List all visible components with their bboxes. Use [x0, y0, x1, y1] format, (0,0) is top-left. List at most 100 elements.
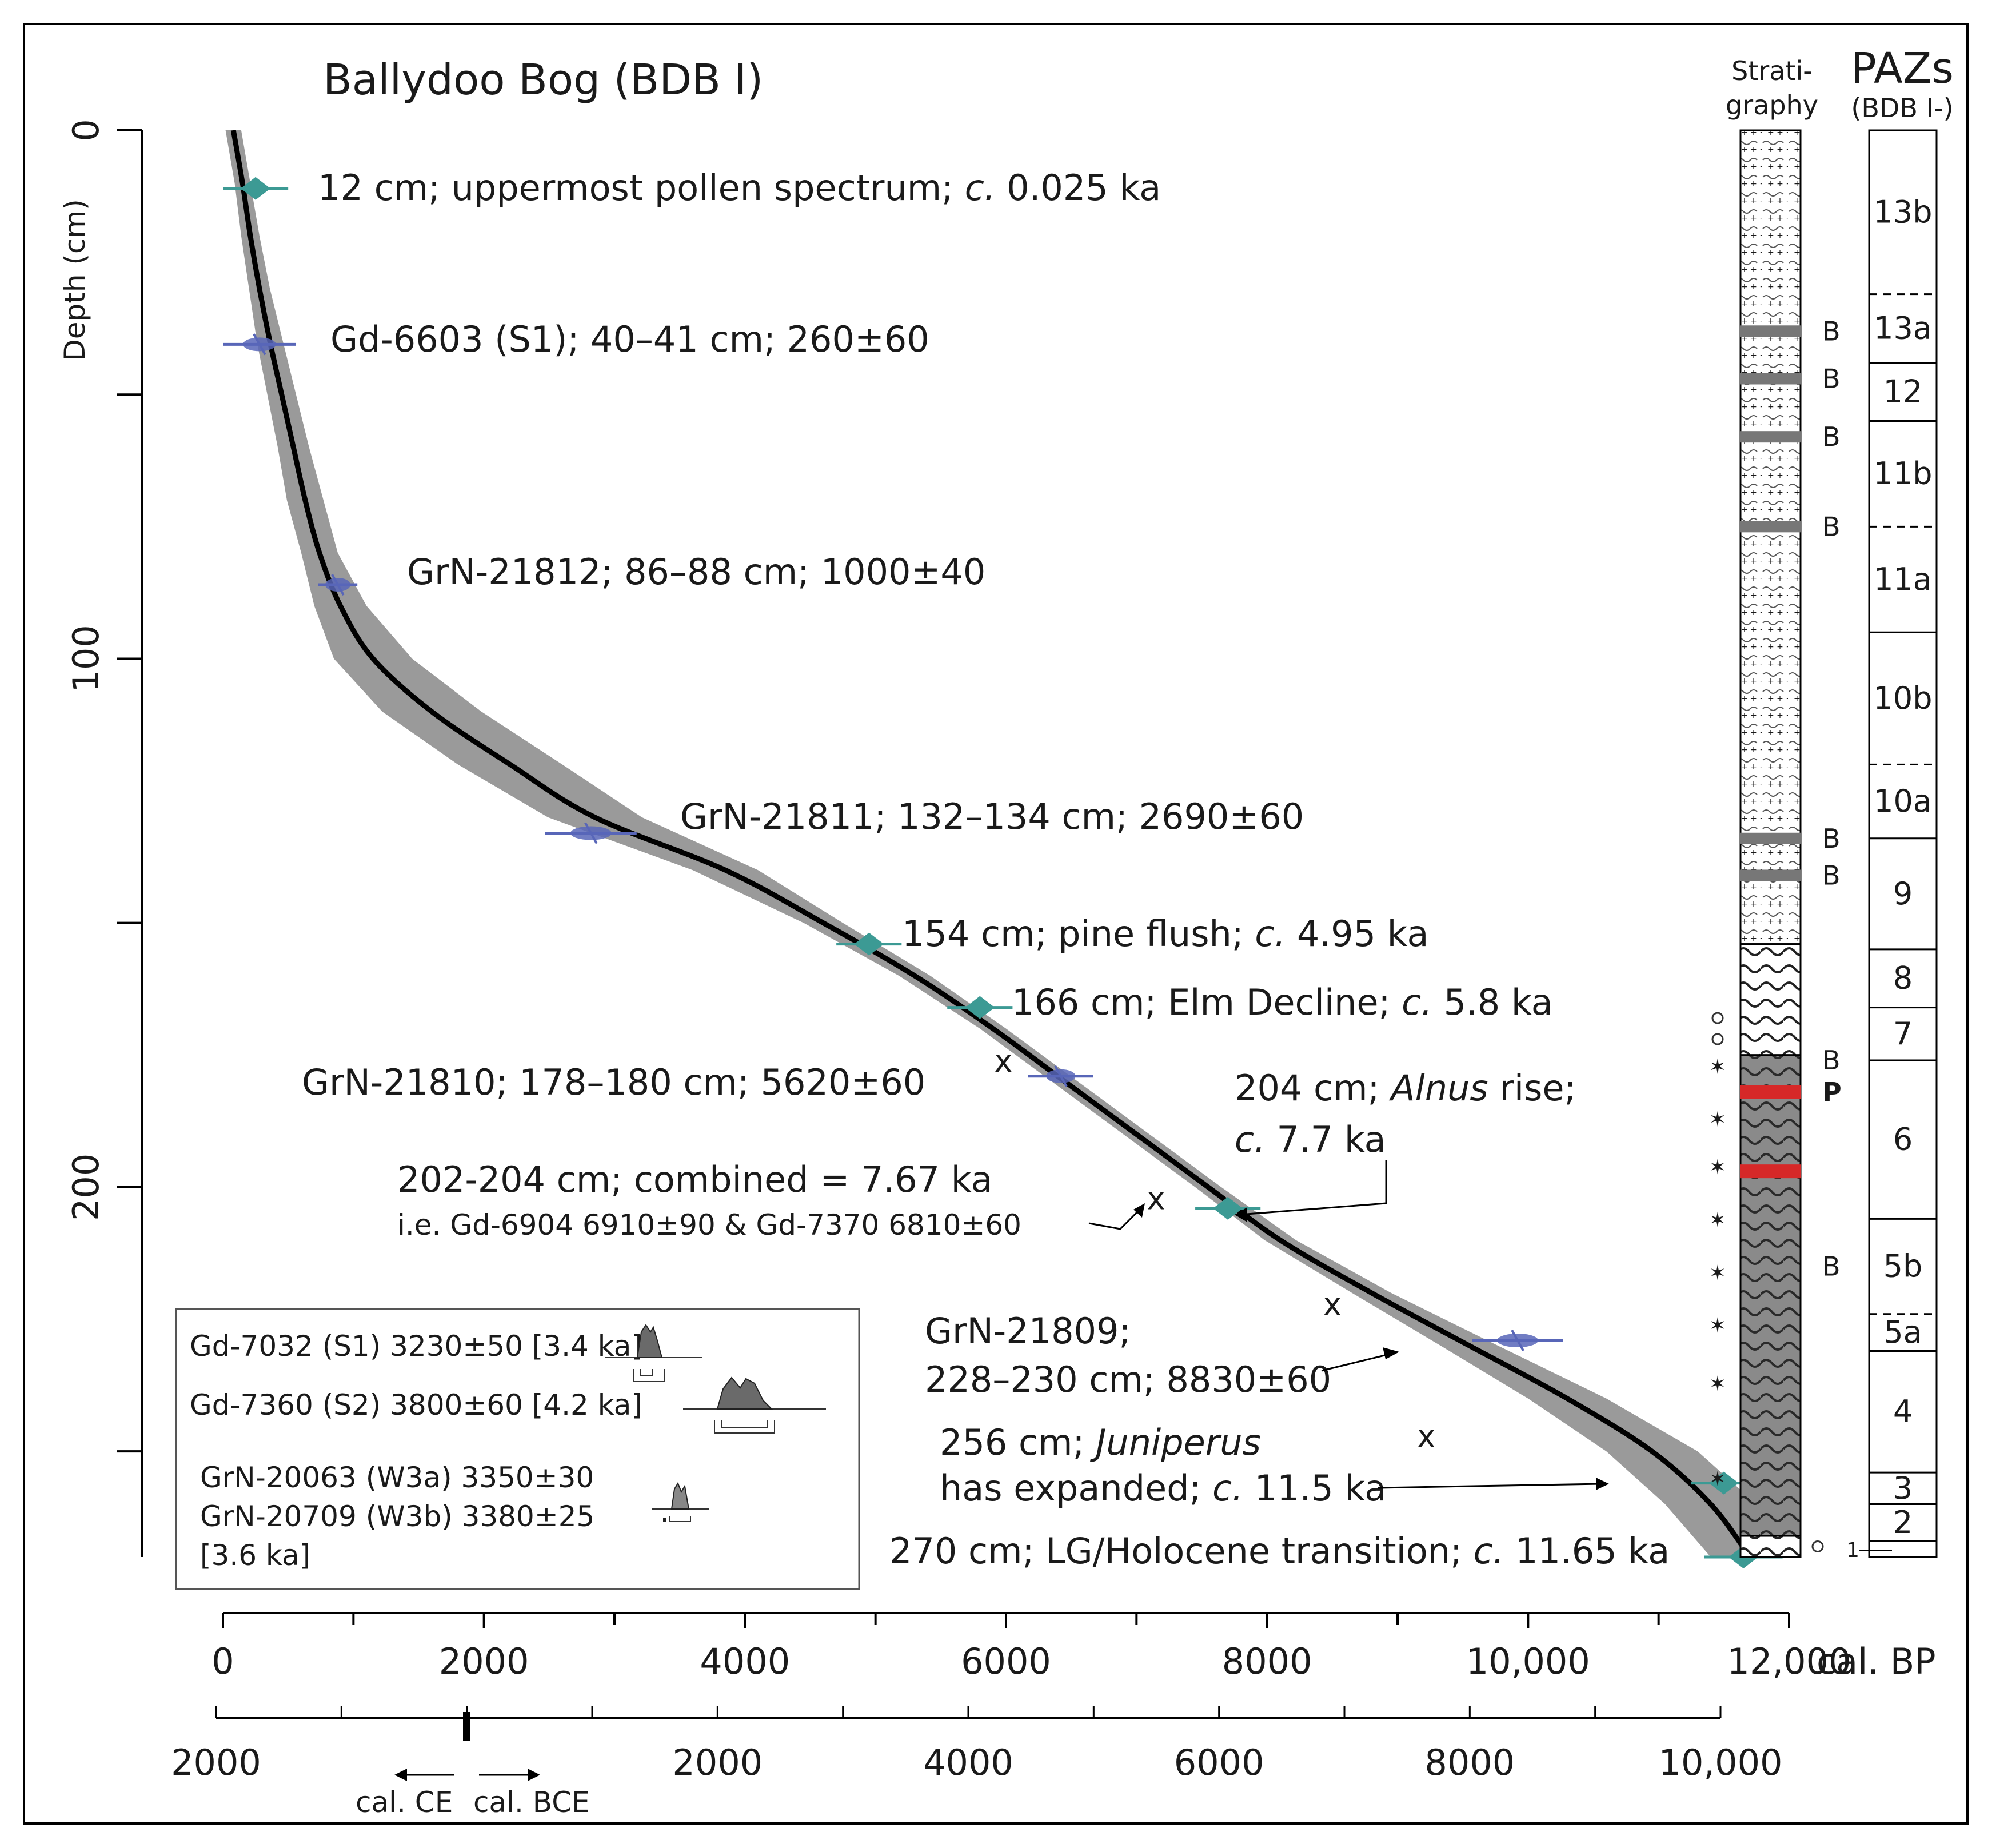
- label-grn21812: GrN-21812; 86–88 cm; 1000±40: [407, 551, 985, 593]
- strat-band-label-3: B: [1822, 511, 1841, 542]
- date-marker-3: [545, 822, 637, 844]
- strat-circle-0: [1711, 1012, 1724, 1024]
- paz-header-1: PAZs: [1851, 44, 1954, 93]
- y-tick-label-100: 100: [65, 625, 107, 692]
- strat-unit-dark-peat: [1739, 1054, 1802, 1537]
- inset-row-4: [3.6 ka]: [200, 1539, 310, 1572]
- juniperus-arrowhead: [1596, 1478, 1609, 1490]
- date-marker-4: [836, 932, 902, 956]
- x-tick-label-12000: 12,000: [1727, 1641, 1851, 1682]
- stratigraphy-header-1: Strati-: [1731, 55, 1813, 86]
- strat-unit-light-peat: [1739, 129, 1802, 945]
- stratigraphy-header-2: graphy: [1726, 90, 1818, 121]
- chart-title: Ballydoo Bog (BDB I): [323, 55, 763, 105]
- strat-red-layer-8: [1740, 1164, 1801, 1179]
- date-marker-8: [1472, 1330, 1563, 1351]
- bce-arrowhead: [528, 1769, 540, 1781]
- paz-label-10: 6: [1893, 1121, 1913, 1158]
- date-marker-0: [223, 177, 289, 200]
- paz-label-12: 5a: [1883, 1314, 1922, 1350]
- label-juniperus-line1: 256 cm; Juniperus: [940, 1422, 1261, 1463]
- label-alnus-line2: c. 7.7 ka: [1235, 1119, 1386, 1160]
- label-alnus-line1: 204 cm; Alnus rise;: [1235, 1067, 1576, 1109]
- strat-star-4: ✶: [1709, 1262, 1726, 1285]
- x2-tick-label-4000: 2000: [672, 1742, 763, 1783]
- strat-star-3: ✶: [1709, 1208, 1726, 1232]
- strat-star-6: ✶: [1709, 1372, 1726, 1396]
- strat-unit-base: [1739, 1535, 1802, 1558]
- age-depth-curve: [230, 130, 1753, 1559]
- label-grn21810: GrN-21810; 178–180 cm; 5620±60: [302, 1061, 925, 1103]
- alnus-arrow: [1239, 1160, 1387, 1216]
- strat-band-label-9: B: [1822, 1251, 1841, 1282]
- paz-label-4: 11a: [1874, 561, 1932, 597]
- strat-band-label-2: B: [1822, 421, 1841, 452]
- strat-band-label-6: B: [1822, 1045, 1841, 1076]
- label-grn21811: GrN-21811; 132–134 cm; 2690±60: [680, 796, 1304, 837]
- strat-star-0: ✶: [1709, 1055, 1726, 1079]
- paz-label-14: 3: [1893, 1470, 1913, 1506]
- y-tick-label-0: 0: [65, 119, 107, 141]
- date-marker-diamond-7: [1213, 1196, 1243, 1220]
- date-marker-diamond-0: [241, 177, 271, 200]
- ce-bce-divider: [463, 1712, 470, 1741]
- label-pine-flush: 154 cm; pine flush; c. 4.95 ka: [902, 913, 1428, 955]
- strat-circle-2: [1811, 1540, 1824, 1553]
- label-combined-line1: 202-204 cm; combined = 7.67 ka: [397, 1159, 993, 1200]
- label-combined-line2: i.e. Gd-6904 6910±90 & Gd-7370 6810±60: [397, 1208, 1021, 1242]
- strat-unit-wavy: [1739, 943, 1802, 1056]
- inset-calibration-plot-2: [683, 1376, 826, 1434]
- strat-band-label-7: P: [1822, 1076, 1842, 1107]
- strat-band-label-4: B: [1822, 823, 1841, 854]
- strat-band-label-5: B: [1822, 860, 1841, 891]
- paz-label-11: 5b: [1883, 1248, 1923, 1284]
- strat-star-7: ✶: [1709, 1467, 1726, 1491]
- strat-star-1: ✶: [1709, 1108, 1726, 1132]
- x-tick-label-2000: 2000: [439, 1641, 529, 1682]
- date-marker-2: [318, 574, 358, 596]
- strat-band-1: [1740, 373, 1801, 385]
- alnus-arrowhead: [1235, 1207, 1247, 1222]
- strat-red-layer-7: [1740, 1085, 1801, 1099]
- inset-row-1: Gd-7360 (S2) 3800±60 [4.2 ka]: [190, 1388, 642, 1422]
- x2-tick-label-10000: 8000: [1424, 1742, 1515, 1783]
- outlier-mark-1: x: [1147, 1180, 1165, 1216]
- x2-tick-label-0: 2000: [171, 1742, 261, 1783]
- label-gd6603: Gd-6603 (S1); 40–41 cm; 260±60: [330, 318, 929, 360]
- strat-band-4: [1740, 832, 1801, 844]
- paz-label-0: 13b: [1874, 194, 1933, 230]
- paz-label-16: 1: [1846, 1539, 1859, 1562]
- outlier-mark-2: x: [1323, 1286, 1342, 1322]
- x-tick-label-6000: 6000: [961, 1641, 1051, 1682]
- paz-label-2: 12: [1883, 374, 1923, 410]
- label-grn21809-line1: GrN-21809;: [925, 1310, 1131, 1352]
- grn21809-arrow: [1321, 1352, 1392, 1372]
- date-marker-tick-6: [1054, 1065, 1068, 1087]
- paz-label-6: 10a: [1874, 783, 1932, 819]
- paz-label-8: 8: [1893, 960, 1913, 996]
- y-tick-label-200: 200: [65, 1153, 107, 1221]
- date-marker-tick-8: [1511, 1330, 1524, 1351]
- paz-header-2: (BDB I-): [1851, 93, 1953, 123]
- x2-tick-label-6000: 4000: [923, 1742, 1013, 1783]
- outlier-mark-3: x: [1417, 1418, 1435, 1454]
- paz-column: 13b 13a 12 11b 11a 10b 10a 9 8 7 6 5b 5a 4 32 1: [1846, 129, 1938, 1562]
- strat-circle-1: [1711, 1033, 1724, 1045]
- paz-label-1: 13a: [1874, 310, 1932, 346]
- date-marker-tick-1: [253, 333, 266, 356]
- label-lg-holocene: 270 cm; LG/Holocene transition; c. 11.65…: [889, 1530, 1670, 1572]
- x-tick-label-10000: 10,000: [1466, 1641, 1590, 1682]
- figure-frame: [23, 23, 1969, 1825]
- inset-box: Gd-7032 (S1) 3230±50 [3.4 ka] Gd-7360 (S…: [175, 1308, 860, 1590]
- paz-label-9: 7: [1893, 1016, 1913, 1052]
- date-marker-7: [1195, 1196, 1261, 1220]
- strat-star-5: ✶: [1709, 1314, 1726, 1338]
- strat-band-label-1: B: [1822, 363, 1841, 394]
- paz-label-15: 2: [1893, 1504, 1913, 1540]
- date-marker-1: [223, 333, 296, 356]
- paz-label-3: 11b: [1874, 456, 1933, 492]
- x-tick-label-0: 0: [211, 1641, 234, 1682]
- x-axis-label: cal. BP: [1817, 1641, 1936, 1682]
- strat-band-5: [1740, 869, 1801, 881]
